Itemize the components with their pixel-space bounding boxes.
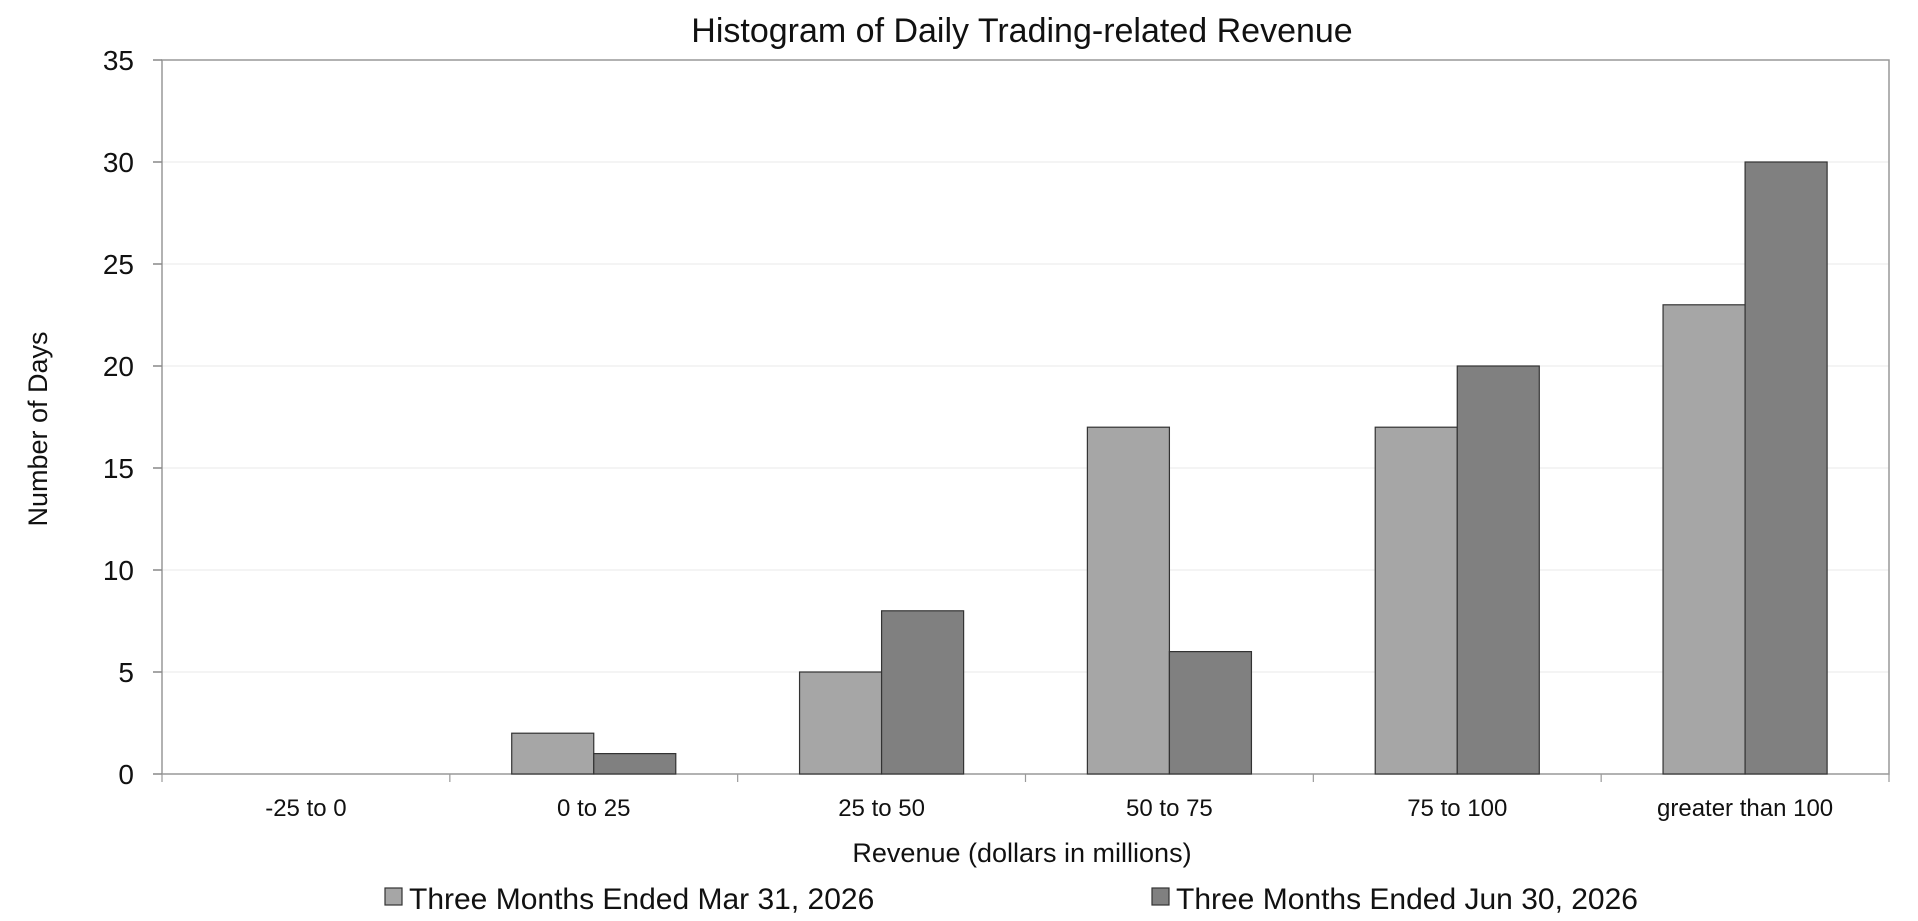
bar-series-2 [1744,161,1828,775]
y-tick-label: 30 [103,147,134,178]
y-tick-label: 15 [103,453,134,484]
y-axis-label: Number of Days [23,331,53,526]
bar-series-2 [593,752,677,775]
bars [511,161,1828,775]
y-axis: 0 5 10 15 20 25 30 35 [103,45,162,790]
x-category-label: 50 to 75 [1126,795,1213,822]
y-tick-label: 0 [118,759,134,790]
legend: Three Months Ended Mar 31, 2026 Three Mon… [384,883,1638,916]
legend-swatch [384,887,403,906]
x-category-label: greater than 100 [1657,795,1833,822]
bar-series-2 [880,610,965,775]
y-tick-label: 25 [103,249,134,280]
y-tick-label: 20 [103,351,134,382]
x-category-label: 25 to 50 [838,795,925,822]
legend-swatch [1151,887,1170,906]
x-axis-label: Revenue (dollars in millions) [852,838,1191,868]
legend-label: Three Months Ended Mar 31, 2026 [409,883,874,916]
bar-series-1 [511,732,595,775]
bar-series-2 [1168,650,1253,775]
bar-series-1 [1086,426,1171,775]
bar-series-1 [1374,426,1458,775]
chart-title: Histogram of Daily Trading-related Reven… [691,12,1352,50]
x-category-label: -25 to 0 [265,795,346,822]
x-axis: -25 to 0 0 to 25 25 to 50 50 to 75 75 to 100… [161,774,1890,822]
gridlines [162,161,1889,673]
y-tick-label: 10 [103,555,134,586]
plot-area [161,59,1890,775]
x-category-label: 0 to 25 [557,795,630,822]
legend-label: Three Months Ended Jun 30, 2026 [1176,883,1638,916]
y-tick-label: 5 [118,657,134,688]
y-tick-label: 35 [103,45,134,76]
bar-series-1 [798,671,883,775]
bar-series-1 [1662,304,1746,775]
x-category-label: 75 to 100 [1407,795,1507,822]
bar-series-2 [1456,365,1540,775]
